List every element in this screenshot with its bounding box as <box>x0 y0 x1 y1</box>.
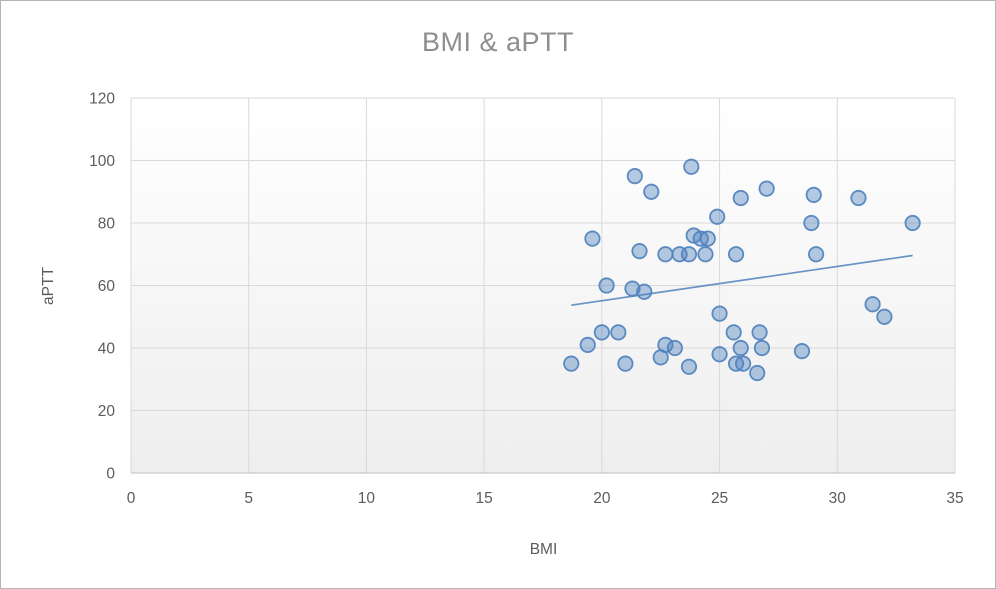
data-point <box>904 214 921 232</box>
data-point <box>711 305 728 322</box>
data-point <box>876 308 893 325</box>
chart-title: BMI & aPTT <box>421 27 575 57</box>
data-point <box>735 355 752 372</box>
y-tick-label: 120 <box>89 91 115 108</box>
data-point <box>666 339 683 357</box>
data-point <box>709 208 726 225</box>
x-tick-label: 20 <box>593 490 611 507</box>
data-point <box>793 343 811 360</box>
data-point <box>563 355 580 372</box>
x-tick-label: 15 <box>476 490 493 507</box>
data-point <box>680 246 698 263</box>
y-tick-label: 60 <box>98 278 116 295</box>
data-point <box>850 189 867 207</box>
data-point <box>697 246 714 263</box>
data-point <box>807 246 825 263</box>
x-tick-label: 0 <box>127 490 136 507</box>
data-point <box>643 183 660 200</box>
data-point <box>617 355 634 372</box>
data-point <box>732 339 749 357</box>
y-tick-label: 40 <box>98 341 116 358</box>
data-point <box>631 243 648 260</box>
y-tick-label: 80 <box>98 216 116 233</box>
data-point <box>805 186 822 203</box>
x-tick-label: 5 <box>244 490 253 507</box>
data-point <box>598 277 615 294</box>
data-point <box>758 180 775 197</box>
data-point <box>610 324 627 341</box>
data-point <box>683 158 700 175</box>
data-point <box>725 324 742 341</box>
data-point <box>584 230 601 247</box>
data-point <box>803 214 820 232</box>
data-point <box>579 336 596 353</box>
x-tick-label: 30 <box>829 490 847 507</box>
x-axis-title: BMI <box>529 541 558 558</box>
data-point <box>711 346 728 363</box>
data-point <box>652 349 669 366</box>
x-tick-label: 35 <box>946 490 963 507</box>
x-tick-label: 10 <box>358 490 376 507</box>
data-point <box>864 296 881 313</box>
data-point <box>749 364 766 382</box>
data-point <box>753 339 771 357</box>
x-tick-label: 25 <box>711 490 728 507</box>
y-tick-label: 20 <box>98 403 116 420</box>
data-point <box>751 324 768 341</box>
data-point <box>593 324 610 341</box>
data-point <box>727 246 745 263</box>
data-point <box>680 358 698 375</box>
y-tick-label: 0 <box>106 466 115 483</box>
data-point <box>699 230 716 247</box>
trend-line <box>571 254 913 307</box>
data-point <box>657 246 674 263</box>
data-point <box>626 168 643 185</box>
data-point <box>636 283 653 300</box>
y-tick-label: 100 <box>89 153 115 170</box>
data-point <box>732 189 749 207</box>
